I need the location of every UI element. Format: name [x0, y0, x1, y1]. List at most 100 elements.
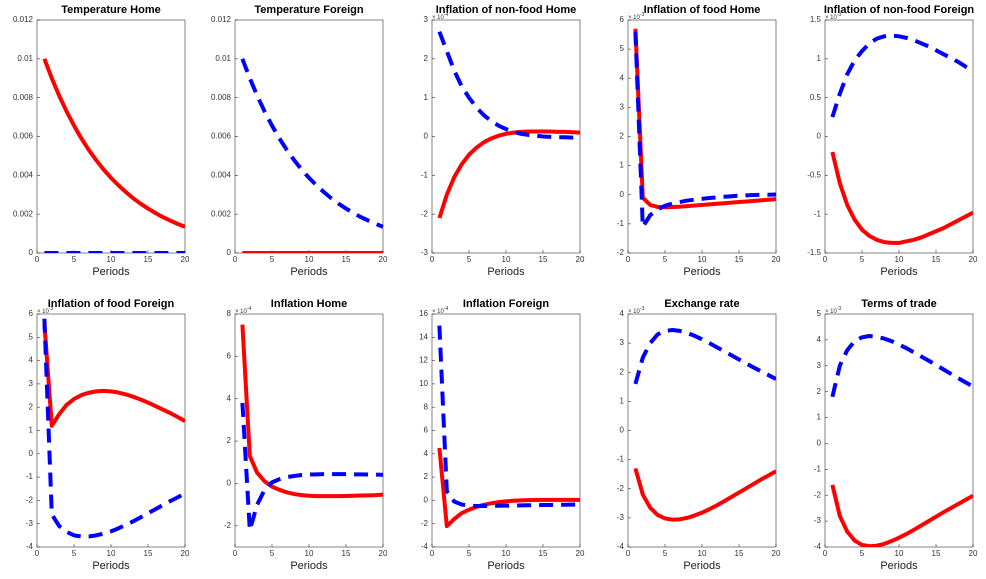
y-tick-label: 3 [620, 338, 625, 347]
y-tick-label: -1 [26, 472, 34, 481]
y-multiplier: × 10 [825, 309, 838, 315]
y-exponent: × 10-3 [628, 12, 645, 20]
x-tick-label: 0 [430, 549, 435, 558]
y-tick-label: 0.004 [211, 170, 232, 179]
y-multiplier: × 10 [825, 15, 838, 21]
y-tick-label: 0.5 [810, 93, 822, 102]
y-tick-label: 8 [424, 402, 429, 411]
y-exponent-power: -4 [444, 306, 449, 312]
y-exponent: × 10-3 [37, 306, 54, 314]
y-tick-label: 0.002 [211, 209, 232, 218]
y-tick-label: 3 [424, 15, 429, 24]
x-tick-label: 0 [233, 255, 238, 264]
chart-title: Inflation of food Home [644, 4, 761, 16]
series-line [830, 33, 973, 118]
y-tick-label: -2 [224, 521, 232, 530]
y-tick-label: 6 [620, 15, 625, 24]
y-tick-label: 2 [620, 132, 625, 141]
x-tick-label: 5 [663, 549, 668, 558]
series-line [42, 58, 185, 229]
x-tick-label: 0 [823, 549, 828, 558]
y-tick-label: 2 [424, 472, 429, 481]
y-tick-label: 2 [29, 402, 34, 411]
y-tick-label: 16 [419, 309, 428, 318]
y-tick-label: 3 [29, 379, 34, 388]
x-tick-label: 5 [72, 255, 77, 264]
y-tick-label: -3 [617, 513, 625, 522]
y-tick-label: -1 [617, 219, 625, 228]
y-tick-label: -0.5 [807, 170, 821, 179]
plot-lines [240, 58, 383, 253]
y-exponent-power: -3 [49, 306, 54, 312]
y-tick-label: -2 [421, 209, 429, 218]
x-tick-label: 15 [539, 255, 548, 264]
y-tick-label: 1 [817, 413, 822, 422]
y-exponent: × 10-3 [825, 12, 842, 20]
y-tick-label: -3 [814, 516, 822, 525]
y-tick-label: 2 [424, 54, 429, 63]
y-tick-label: 1 [620, 161, 625, 170]
x-tick-label: 15 [342, 549, 351, 558]
x-tick-label: 20 [576, 549, 585, 558]
x-tick-label: 10 [305, 549, 314, 558]
x-tick-label: 20 [969, 255, 978, 264]
y-tick-label: -2 [421, 519, 429, 528]
y-tick-label: 6 [29, 309, 34, 318]
x-tick-label: 10 [502, 255, 511, 264]
x-tick-label: 20 [181, 549, 190, 558]
x-axis-label: Periods [487, 266, 525, 278]
y-tick-label: 0.01 [17, 54, 33, 63]
x-tick-label: 0 [233, 549, 238, 558]
y-tick-label: 0 [620, 190, 625, 199]
x-tick-label: 0 [626, 549, 631, 558]
x-tick-label: 10 [502, 549, 511, 558]
x-tick-label: 20 [181, 255, 190, 264]
x-axis-label: Periods [487, 560, 525, 572]
series-line [437, 129, 580, 219]
series-line [830, 334, 973, 398]
y-tick-label: 0 [227, 248, 232, 257]
y-tick-label: 1 [29, 426, 34, 435]
x-tick-label: 15 [144, 549, 153, 558]
x-tick-label: 20 [969, 549, 978, 558]
y-tick-label: 2 [227, 436, 232, 445]
x-tick-label: 15 [539, 549, 548, 558]
chart-title: Inflation of non-food Home [436, 4, 577, 16]
x-tick-label: 5 [72, 549, 77, 558]
y-tick-label: -2 [814, 490, 822, 499]
plot-lines [830, 33, 973, 245]
y-tick-label: 4 [620, 309, 625, 318]
y-tick-label: -4 [26, 542, 34, 551]
y-tick-label: 4 [29, 356, 34, 365]
y-tick-label: 1 [620, 396, 625, 405]
x-tick-label: 0 [626, 255, 631, 264]
x-axis-label: Periods [92, 560, 130, 572]
x-tick-label: 10 [305, 255, 314, 264]
plot-lines [42, 318, 185, 539]
y-tick-label: 0.012 [211, 15, 232, 24]
y-tick-label: 0.002 [13, 209, 34, 218]
series-line [437, 325, 580, 508]
y-tick-label: 0 [29, 449, 34, 458]
plot-area [234, 313, 384, 548]
series-line [633, 31, 776, 229]
x-tick-label: 10 [107, 255, 116, 264]
y-tick-label: 12 [419, 356, 428, 365]
y-tick-label: -1.5 [807, 248, 821, 257]
y-tick-label: 4 [817, 335, 822, 344]
y-tick-label: 0.006 [13, 132, 34, 141]
series-line [240, 58, 383, 229]
x-tick-label: 0 [35, 255, 40, 264]
chart-title: Exchange rate [664, 298, 739, 310]
x-tick-label: 20 [576, 255, 585, 264]
y-exponent-power: -3 [837, 12, 842, 18]
x-tick-label: 5 [860, 255, 865, 264]
y-tick-label: 2 [817, 387, 822, 396]
series-line [240, 324, 383, 499]
y-tick-label: 0 [620, 426, 625, 435]
y-tick-label: 0 [227, 479, 232, 488]
x-tick-label: 15 [342, 255, 351, 264]
x-axis-label: Periods [683, 560, 721, 572]
x-axis-label: Periods [880, 560, 918, 572]
y-tick-label: 4 [620, 73, 625, 82]
